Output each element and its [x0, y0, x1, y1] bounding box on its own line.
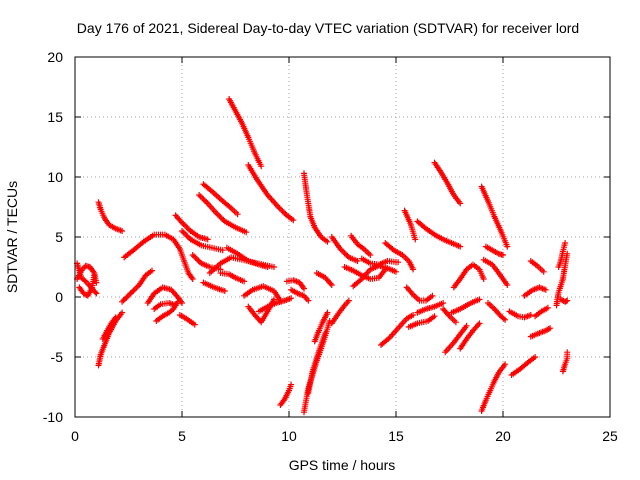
data-point-track — [480, 256, 511, 288]
x-tick-label: 10 — [281, 428, 297, 444]
data-point-track — [348, 232, 374, 258]
data-point-track — [328, 297, 352, 327]
data-point-track — [76, 272, 98, 299]
data-point-track — [176, 312, 198, 328]
axis-ticks — [74, 56, 611, 418]
y-tick-labels: -10 -5 0 5 10 15 20 — [43, 49, 63, 425]
x-tick-label: 0 — [71, 428, 79, 444]
data-point-track — [532, 304, 551, 320]
data-point-track — [358, 255, 402, 268]
x-tick-label: 15 — [388, 428, 404, 444]
chart-title: Day 176 of 2021, Sidereal Day-to-day VTE… — [77, 20, 579, 36]
data-point-track — [401, 207, 419, 243]
data-point-track — [478, 361, 509, 414]
data-point-track — [457, 320, 483, 352]
data-point-track — [245, 162, 297, 224]
data-point-track — [328, 234, 361, 264]
x-tick-label: 20 — [495, 428, 511, 444]
data-point-track — [196, 192, 250, 236]
y-tick-label: 0 — [55, 289, 63, 305]
data-point-track — [179, 228, 226, 254]
y-tick-label: 20 — [47, 49, 63, 65]
data-point-track — [311, 309, 331, 345]
data-point-track — [478, 183, 511, 250]
data-point-track — [527, 325, 554, 340]
data-point-track — [450, 261, 487, 291]
data-point-track — [521, 284, 549, 299]
data-point-track — [153, 298, 181, 324]
data-point-track — [440, 306, 459, 326]
y-tick-label: -5 — [51, 349, 64, 365]
data-points — [74, 96, 571, 416]
x-tick-label: 5 — [178, 428, 186, 444]
data-point-track — [414, 218, 464, 250]
data-point-track — [403, 284, 436, 304]
data-point-track — [99, 314, 119, 342]
data-point-track — [414, 300, 447, 316]
data-point-track — [431, 159, 464, 207]
data-point-track — [200, 279, 228, 294]
data-point-track — [485, 300, 509, 323]
data-point-track — [482, 243, 506, 258]
data-point-track — [557, 296, 571, 305]
data-point-track — [200, 181, 241, 218]
data-point-track — [448, 296, 483, 316]
y-axis-label: SDTVAR / TECUs — [4, 181, 20, 293]
data-point-track — [301, 170, 331, 245]
data-point-track — [119, 267, 155, 305]
data-point-track — [144, 284, 185, 306]
data-point-track — [553, 250, 571, 309]
y-tick-label: 5 — [55, 229, 63, 245]
y-tick-label: 10 — [47, 169, 63, 185]
x-tick-labels: 0 5 10 15 20 25 — [71, 428, 618, 444]
data-point-track — [378, 312, 417, 348]
data-point-track — [95, 199, 126, 234]
data-point-track — [559, 349, 571, 375]
data-point-track — [555, 240, 569, 270]
data-point-track — [305, 330, 329, 396]
data-point-track — [277, 381, 295, 408]
data-point-track — [223, 244, 271, 270]
data-point-track — [506, 308, 534, 321]
data-point-track — [226, 96, 265, 170]
data-point-track — [172, 212, 211, 243]
y-tick-label: -10 — [43, 409, 63, 425]
y-tick-label: 15 — [47, 109, 63, 125]
data-point-track — [313, 270, 335, 288]
data-point-track — [405, 313, 438, 330]
x-tick-label: 25 — [602, 428, 618, 444]
data-point-track — [256, 295, 295, 315]
data-point-track — [283, 277, 307, 292]
data-point-track — [288, 286, 312, 304]
data-point-track — [241, 283, 284, 304]
x-axis-label: GPS time / hours — [289, 457, 396, 473]
data-point-track — [382, 240, 417, 273]
data-point-track — [217, 270, 248, 285]
data-point-track — [442, 322, 470, 356]
data-point-track — [527, 258, 547, 275]
data-point-track — [508, 354, 539, 378]
data-point-track — [121, 231, 196, 282]
